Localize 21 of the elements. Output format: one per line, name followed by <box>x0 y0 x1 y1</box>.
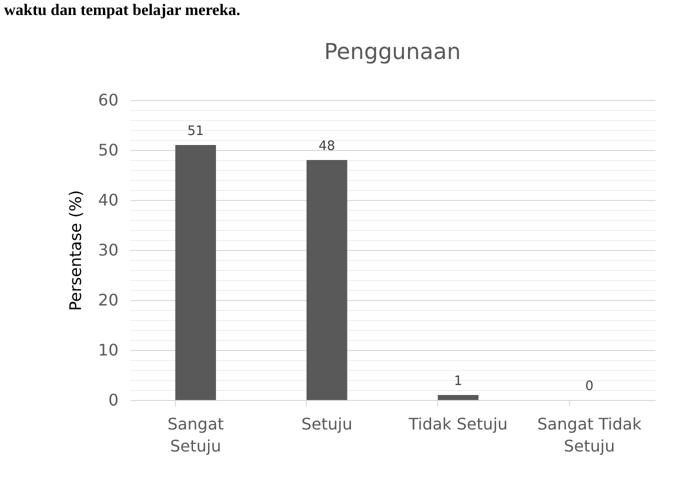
y-tick-label: 30 <box>98 240 118 260</box>
y-tick-label: 10 <box>98 340 118 360</box>
data-label: 48 <box>318 139 336 154</box>
bar <box>306 160 348 400</box>
x-tick-label: Sangat Setuju <box>167 414 224 456</box>
y-tick-label: 50 <box>98 140 118 160</box>
y-tick-label: 0 <box>108 390 118 410</box>
data-label: 1 <box>454 374 462 389</box>
chart-title: Penggunaan <box>324 40 461 65</box>
data-label: 51 <box>187 124 204 139</box>
y-axis-title: Persentase (%) <box>66 190 86 311</box>
y-tick-label: 60 <box>98 90 118 110</box>
x-tick-label: Tidak Setuju <box>408 414 508 434</box>
bar <box>175 145 216 400</box>
bar <box>438 395 478 400</box>
y-tick-label: 40 <box>98 190 118 210</box>
x-tick-label: Setuju <box>301 414 352 434</box>
y-tick-label: 20 <box>98 290 118 310</box>
text: waktu dan tempat belajar mereka. <box>4 2 240 20</box>
x-tick-label: Sangat Tidak Setuju <box>537 414 642 456</box>
data-label: 0 <box>585 379 594 394</box>
